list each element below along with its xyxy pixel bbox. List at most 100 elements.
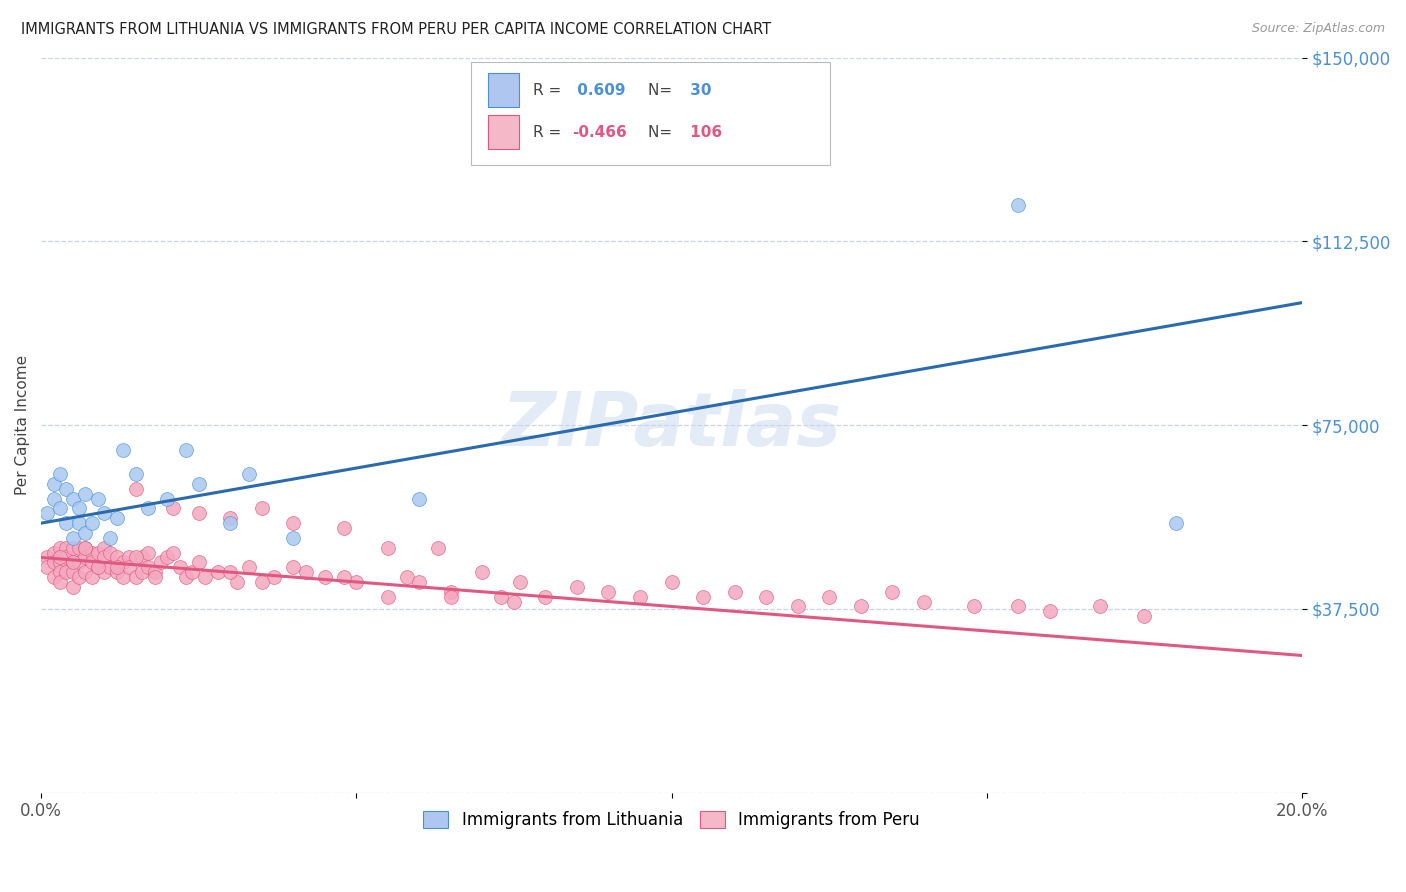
Text: 106: 106 xyxy=(685,125,721,139)
Point xyxy=(93,541,115,555)
Point xyxy=(118,560,141,574)
Point xyxy=(332,521,354,535)
Point xyxy=(55,541,77,555)
Point xyxy=(75,525,97,540)
Point xyxy=(136,545,159,559)
Point xyxy=(67,516,90,531)
Point xyxy=(149,555,172,569)
Point xyxy=(87,560,110,574)
Point xyxy=(565,580,588,594)
Point xyxy=(661,574,683,589)
Text: 30: 30 xyxy=(685,83,711,97)
Point xyxy=(174,442,197,457)
Point xyxy=(162,545,184,559)
Point xyxy=(49,550,72,565)
Point xyxy=(136,501,159,516)
Point xyxy=(55,482,77,496)
Point xyxy=(156,550,179,565)
Point xyxy=(219,511,242,525)
Point xyxy=(882,584,904,599)
Point xyxy=(377,590,399,604)
Point xyxy=(49,565,72,579)
Point xyxy=(786,599,808,614)
Point xyxy=(75,487,97,501)
Point xyxy=(100,545,122,559)
Point xyxy=(62,531,84,545)
Point xyxy=(118,550,141,565)
Point xyxy=(408,491,430,506)
Point xyxy=(105,511,128,525)
Point xyxy=(42,491,65,506)
Point xyxy=(80,545,103,559)
Point xyxy=(194,570,217,584)
Point xyxy=(105,550,128,565)
Point xyxy=(169,560,191,574)
Point xyxy=(62,555,84,569)
Point xyxy=(42,545,65,559)
Point xyxy=(238,467,260,482)
Text: N=: N= xyxy=(648,83,678,97)
Point xyxy=(491,590,513,604)
Text: 0.609: 0.609 xyxy=(572,83,626,97)
Point xyxy=(37,507,59,521)
Point xyxy=(124,467,146,482)
Point xyxy=(55,516,77,531)
Point xyxy=(187,507,209,521)
Text: ZIPatlas: ZIPatlas xyxy=(502,389,842,462)
Point xyxy=(1088,599,1111,614)
Point xyxy=(87,560,110,574)
Point xyxy=(912,594,935,608)
Point xyxy=(755,590,778,604)
Point xyxy=(1007,599,1029,614)
Point xyxy=(1164,516,1187,531)
Text: R =: R = xyxy=(533,125,567,139)
Point xyxy=(427,541,450,555)
Point xyxy=(62,541,84,555)
Point xyxy=(105,565,128,579)
Point xyxy=(49,555,72,569)
Point xyxy=(100,560,122,574)
Point xyxy=(598,584,620,599)
Point xyxy=(440,590,463,604)
Point xyxy=(100,531,122,545)
Point xyxy=(75,550,97,565)
Point xyxy=(80,570,103,584)
Point xyxy=(225,574,247,589)
Point xyxy=(143,565,166,579)
Point xyxy=(112,442,135,457)
Text: -0.466: -0.466 xyxy=(572,125,627,139)
Y-axis label: Per Capita Income: Per Capita Income xyxy=(15,355,30,495)
Point xyxy=(112,570,135,584)
Point xyxy=(503,594,526,608)
Point xyxy=(42,555,65,569)
Point xyxy=(67,541,90,555)
Point xyxy=(332,570,354,584)
Legend: Immigrants from Lithuania, Immigrants from Peru: Immigrants from Lithuania, Immigrants fr… xyxy=(416,805,927,836)
Point xyxy=(187,555,209,569)
Point xyxy=(136,560,159,574)
Point xyxy=(174,570,197,584)
Point xyxy=(849,599,872,614)
Point xyxy=(67,501,90,516)
Point xyxy=(250,501,273,516)
Point xyxy=(534,590,557,604)
Point xyxy=(207,565,229,579)
Point xyxy=(283,516,305,531)
Point xyxy=(75,541,97,555)
Point xyxy=(283,560,305,574)
Point xyxy=(187,477,209,491)
Point xyxy=(37,550,59,565)
Point xyxy=(124,570,146,584)
Point xyxy=(219,516,242,531)
Point xyxy=(219,565,242,579)
Point xyxy=(124,550,146,565)
Point xyxy=(80,555,103,569)
Point xyxy=(112,555,135,569)
Point xyxy=(42,570,65,584)
Point xyxy=(818,590,841,604)
Point xyxy=(283,531,305,545)
Point xyxy=(692,590,714,604)
Point xyxy=(87,545,110,559)
Point xyxy=(49,467,72,482)
Point xyxy=(156,491,179,506)
